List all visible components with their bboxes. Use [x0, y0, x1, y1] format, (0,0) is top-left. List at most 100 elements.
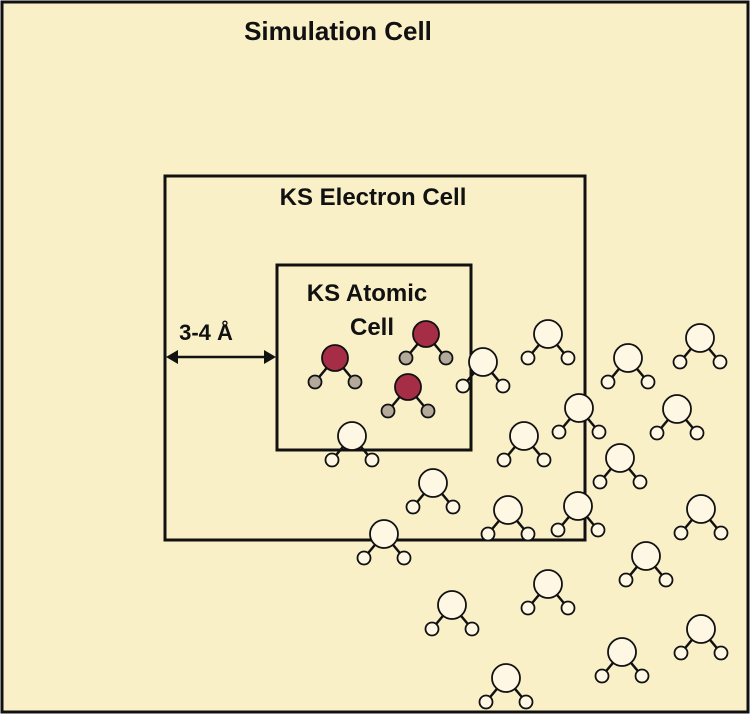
hydrogen-atom — [398, 350, 414, 366]
oxygen-atom — [509, 421, 539, 451]
mm-water-molecule — [520, 319, 576, 366]
oxygen-atom — [437, 590, 467, 620]
oxygen-atom — [563, 491, 593, 521]
ks-electron-cell-label: KS Electron Cell — [280, 184, 467, 211]
hydrogen-atom — [356, 550, 372, 566]
mm-water-molecule — [405, 468, 461, 515]
oxygen-atom — [369, 519, 399, 549]
qm-water-3 — [380, 373, 436, 419]
hydrogen-atom — [424, 621, 440, 637]
oxygen-atom — [491, 663, 521, 693]
hydrogen-atom — [496, 452, 512, 468]
hydrogen-atom — [420, 403, 436, 419]
oxygen-atom — [685, 323, 715, 353]
oxygen-atom — [613, 343, 643, 373]
hydrogen-atom — [590, 522, 606, 538]
mm-water-molecule — [496, 421, 552, 468]
hydrogen-atom — [380, 403, 396, 419]
oxygen-atom — [686, 494, 716, 524]
distance-label: 3-4 Å — [179, 319, 233, 345]
hydrogen-atom — [689, 425, 705, 441]
hydrogen-atom — [455, 378, 471, 394]
mm-water-molecule — [480, 495, 536, 542]
oxygen-atom — [533, 319, 563, 349]
mm-water-molecule — [592, 443, 648, 490]
mm-water-molecule — [649, 394, 705, 441]
oxygen-atom — [394, 373, 422, 401]
mm-water-molecule — [551, 393, 607, 440]
simulation-cell-label: Simulation Cell — [244, 16, 432, 46]
hydrogen-atom — [520, 350, 536, 366]
ks-atomic-cell-label-line2: Cell — [350, 314, 394, 341]
hydrogen-atom — [478, 694, 494, 710]
hydrogen-atom — [592, 474, 608, 490]
hydrogen-atom — [712, 354, 728, 370]
oxygen-atom — [607, 637, 637, 667]
oxygen-atom — [631, 541, 661, 571]
hydrogen-atom — [560, 600, 576, 616]
hydrogen-atom — [713, 525, 729, 541]
hydrogen-atom — [405, 499, 421, 515]
hydrogen-atom — [480, 526, 496, 542]
hydrogen-atom — [347, 374, 363, 390]
hydrogen-atom — [594, 668, 610, 684]
distance-arrow — [166, 350, 276, 364]
hydrogen-atom — [618, 572, 634, 588]
hydrogen-atom — [495, 378, 511, 394]
mm-water-molecule — [520, 569, 576, 616]
hydrogen-atom — [713, 645, 729, 661]
oxygen-atom — [493, 495, 523, 525]
qm-water-1 — [307, 344, 363, 390]
hydrogen-atom — [536, 452, 552, 468]
oxygen-atom — [337, 421, 367, 451]
mm-water-molecule — [550, 491, 606, 538]
hydrogen-atom — [634, 668, 650, 684]
hydrogen-atom — [364, 452, 380, 468]
mm-water-molecule — [672, 323, 728, 370]
hydrogen-atom — [438, 350, 454, 366]
mm-water-molecule — [324, 421, 380, 468]
mm-water-molecule — [673, 614, 729, 661]
hydrogen-atom — [396, 550, 412, 566]
oxygen-atom — [605, 443, 635, 473]
hydrogen-atom — [551, 424, 567, 440]
qm-water-molecules — [307, 320, 454, 419]
hydrogen-atom — [673, 645, 689, 661]
ks-atomic-cell-label-line1: KS Atomic — [307, 280, 427, 307]
oxygen-atom — [686, 614, 716, 644]
hydrogen-atom — [649, 425, 665, 441]
mm-water-molecule — [455, 347, 511, 394]
mm-water-molecule — [594, 637, 650, 684]
hydrogen-atom — [658, 572, 674, 588]
oxygen-atom — [468, 347, 498, 377]
hydrogen-atom — [640, 374, 656, 390]
hydrogen-atom — [672, 354, 688, 370]
hydrogen-atom — [673, 525, 689, 541]
oxygen-atom — [418, 468, 448, 498]
mm-water-molecule — [478, 663, 534, 710]
mm-water-molecule — [673, 494, 729, 541]
hydrogen-atom — [520, 600, 536, 616]
mm-water-molecule — [618, 541, 674, 588]
qm-water-2 — [398, 320, 454, 366]
hydrogen-atom — [600, 374, 616, 390]
hydrogen-atom — [550, 522, 566, 538]
hydrogen-atom — [445, 499, 461, 515]
mm-water-molecule — [356, 519, 412, 566]
hydrogen-atom — [520, 526, 536, 542]
hydrogen-atom — [324, 452, 340, 468]
oxygen-atom — [533, 569, 563, 599]
hydrogen-atom — [560, 350, 576, 366]
mm-water-molecule — [600, 343, 656, 390]
hydrogen-atom — [307, 374, 323, 390]
oxygen-atom — [321, 344, 349, 372]
oxygen-atom — [662, 394, 692, 424]
hydrogen-atom — [464, 621, 480, 637]
mm-water-molecule — [424, 590, 480, 637]
hydrogen-atom — [518, 694, 534, 710]
hydrogen-atom — [591, 424, 607, 440]
mm-water-molecules — [324, 319, 729, 710]
oxygen-atom — [412, 320, 440, 348]
oxygen-atom — [564, 393, 594, 423]
